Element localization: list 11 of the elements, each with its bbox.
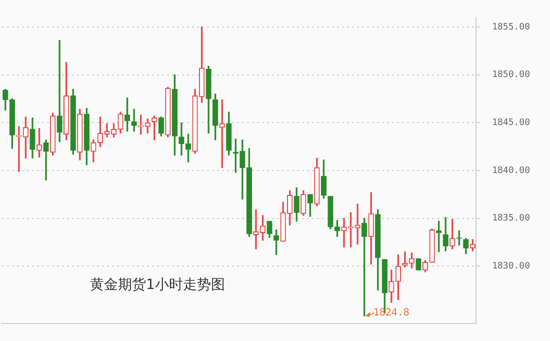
candlestick [131,108,137,132]
candlestick [43,140,49,180]
text: 黄金期货1小时走势图 [90,277,225,294]
y-tick-label: 1830.00 [492,262,530,272]
y-tick-label: 1850.00 [492,70,530,80]
y-tick-label: 1855.00 [492,22,530,32]
annotation: 1824.8 [373,308,410,319]
y-tick-label: 1840.00 [492,166,530,176]
candlestick [56,40,62,142]
y-tick-label: 1845.00 [492,118,530,128]
y-tick-label: 1835.00 [492,214,530,224]
